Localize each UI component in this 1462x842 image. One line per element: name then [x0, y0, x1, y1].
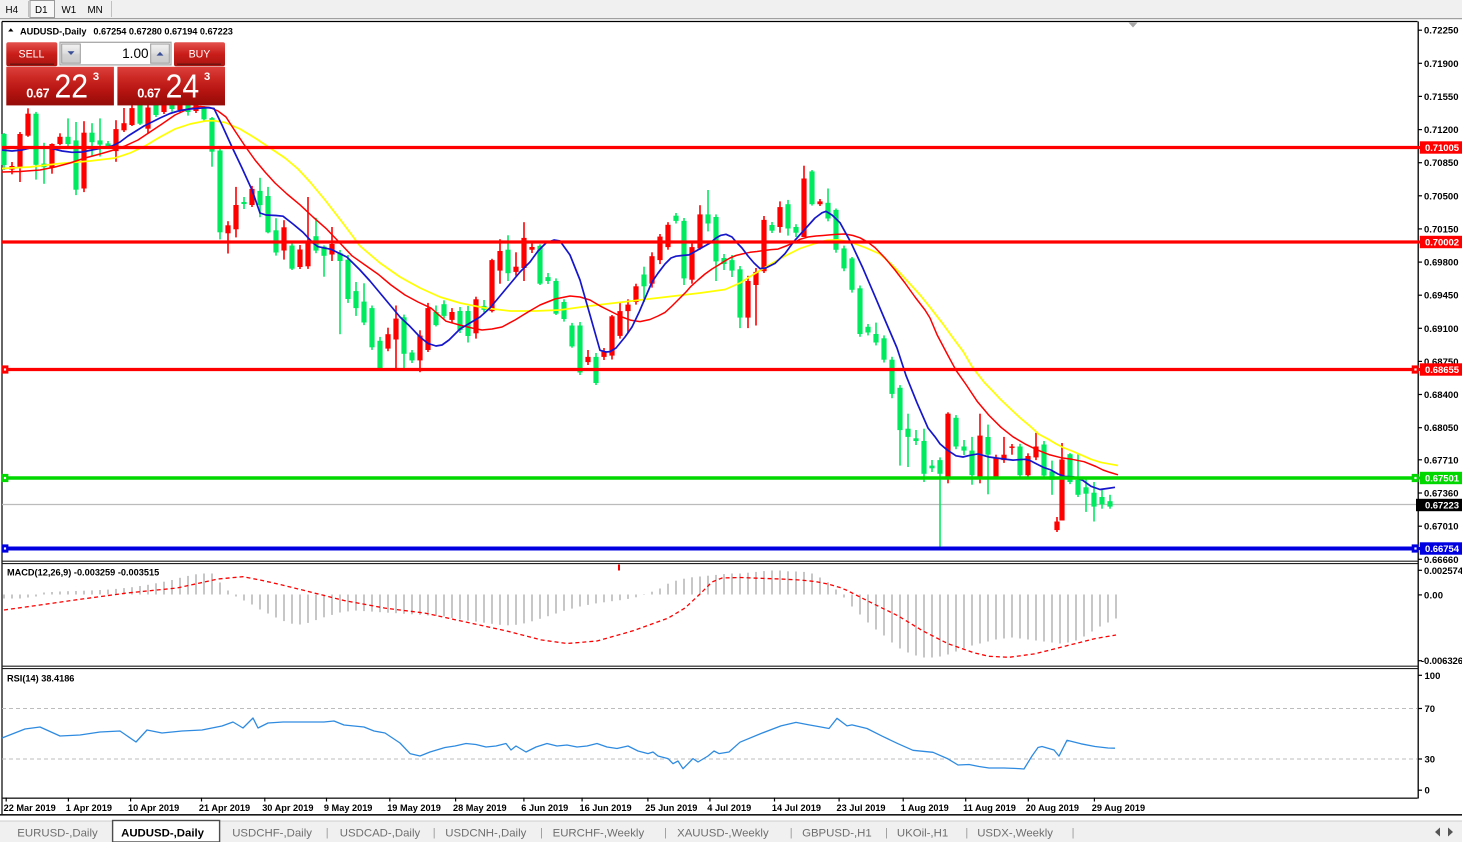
svg-text:28 May 2019: 28 May 2019 — [453, 803, 507, 813]
svg-text:22 Mar 2019: 22 Mar 2019 — [4, 803, 56, 813]
svg-text:AUDUSD-,Daily: AUDUSD-,Daily — [20, 26, 87, 36]
svg-text:1 Aug 2019: 1 Aug 2019 — [901, 803, 949, 813]
svg-text:0.66660: 0.66660 — [1424, 555, 1459, 566]
svg-text:23 Jul 2019: 23 Jul 2019 — [837, 803, 886, 813]
svg-text:3: 3 — [93, 71, 99, 83]
svg-text:0.66754: 0.66754 — [1425, 544, 1460, 555]
svg-text:|: | — [664, 827, 667, 839]
svg-text:USDCAD-,Daily: USDCAD-,Daily — [340, 827, 421, 839]
svg-text:0.69800: 0.69800 — [1424, 258, 1459, 269]
svg-text:RSI(14) 38.4186: RSI(14) 38.4186 — [7, 674, 74, 684]
svg-text:MACD(12,26,9) -0.003259 -0.003: MACD(12,26,9) -0.003259 -0.003515 — [7, 568, 159, 578]
svg-text:0.68750: 0.68750 — [1424, 357, 1459, 368]
svg-text:EURUSD-,Daily: EURUSD-,Daily — [17, 827, 98, 839]
svg-text:0.68050: 0.68050 — [1424, 423, 1459, 434]
svg-text:|: | — [1072, 827, 1075, 839]
svg-text:0.67360: 0.67360 — [1424, 489, 1459, 500]
svg-text:1 Apr 2019: 1 Apr 2019 — [66, 803, 112, 813]
svg-text:AUDUSD-,Daily: AUDUSD-,Daily — [121, 827, 205, 839]
svg-text:|: | — [885, 827, 888, 839]
svg-text:25 Jun 2019: 25 Jun 2019 — [645, 803, 697, 813]
svg-text:-0.006326: -0.006326 — [1421, 656, 1462, 667]
svg-text:1.00: 1.00 — [122, 46, 149, 61]
svg-text:USDCHF-,Daily: USDCHF-,Daily — [232, 827, 312, 839]
svg-text:0.68655: 0.68655 — [1425, 365, 1460, 376]
svg-text:XAUUSD-,Weekly: XAUUSD-,Weekly — [677, 827, 769, 839]
svg-text:0.71005: 0.71005 — [1425, 143, 1460, 154]
svg-text:0.002574: 0.002574 — [1424, 566, 1462, 577]
svg-text:0.67254 0.67280 0.67194 0.6722: 0.67254 0.67280 0.67194 0.67223 — [93, 26, 233, 36]
svg-text:D1: D1 — [35, 5, 48, 16]
svg-text:0.71200: 0.71200 — [1424, 125, 1459, 136]
svg-text:30 Apr 2019: 30 Apr 2019 — [262, 803, 313, 813]
svg-text:16 Jun 2019: 16 Jun 2019 — [580, 803, 632, 813]
svg-text:0.67710: 0.67710 — [1424, 455, 1459, 466]
svg-text:USDX-,Weekly: USDX-,Weekly — [977, 827, 1053, 839]
svg-text:0.70850: 0.70850 — [1424, 158, 1459, 169]
svg-text:0.67501: 0.67501 — [1425, 474, 1460, 485]
svg-text:0.72250: 0.72250 — [1424, 26, 1459, 37]
svg-text:0: 0 — [1425, 786, 1430, 797]
svg-text:0.70150: 0.70150 — [1424, 224, 1459, 235]
svg-text:21 Apr 2019: 21 Apr 2019 — [199, 803, 250, 813]
svg-text:30: 30 — [1425, 755, 1436, 766]
svg-text:USDCNH-,Daily: USDCNH-,Daily — [445, 827, 526, 839]
svg-text:9 May 2019: 9 May 2019 — [324, 803, 373, 813]
svg-text:29 Aug 2019: 29 Aug 2019 — [1092, 803, 1145, 813]
svg-text:11 Aug 2019: 11 Aug 2019 — [963, 803, 1016, 813]
svg-text:W1: W1 — [62, 5, 77, 16]
svg-text:0.69450: 0.69450 — [1424, 291, 1459, 302]
svg-text:100: 100 — [1425, 671, 1441, 682]
svg-text:BUY: BUY — [189, 49, 211, 61]
svg-text:|: | — [790, 827, 793, 839]
svg-text:|: | — [326, 827, 329, 839]
svg-text:SELL: SELL — [19, 49, 45, 61]
svg-text:3: 3 — [204, 71, 210, 83]
svg-text:0.70500: 0.70500 — [1424, 191, 1459, 202]
svg-text:22: 22 — [55, 68, 89, 105]
svg-text:0.67: 0.67 — [137, 85, 160, 100]
svg-text:GBPUSD-,H1: GBPUSD-,H1 — [802, 827, 872, 839]
svg-text:0.67: 0.67 — [26, 85, 49, 100]
svg-text:0.67223: 0.67223 — [1425, 501, 1459, 512]
svg-text:20 Aug 2019: 20 Aug 2019 — [1026, 803, 1079, 813]
svg-text:|: | — [965, 827, 968, 839]
svg-text:0.71550: 0.71550 — [1424, 92, 1459, 103]
svg-text:0.00: 0.00 — [1424, 590, 1443, 601]
svg-text:MN: MN — [88, 5, 103, 16]
svg-text:4 Jul 2019: 4 Jul 2019 — [707, 803, 751, 813]
svg-text:|: | — [540, 827, 543, 839]
svg-text:H4: H4 — [6, 5, 19, 16]
svg-text:0.68400: 0.68400 — [1424, 390, 1459, 401]
svg-text:19 May 2019: 19 May 2019 — [387, 803, 441, 813]
svg-text:0.67010: 0.67010 — [1424, 522, 1459, 533]
svg-text:10 Apr 2019: 10 Apr 2019 — [128, 803, 179, 813]
svg-text:24: 24 — [166, 68, 200, 105]
svg-text:6 Jun 2019: 6 Jun 2019 — [521, 803, 568, 813]
svg-text:70: 70 — [1425, 704, 1436, 715]
svg-text:0.70002: 0.70002 — [1425, 238, 1459, 249]
svg-text:|: | — [433, 827, 436, 839]
svg-text:EURCHF-,Weekly: EURCHF-,Weekly — [553, 827, 645, 839]
svg-text:0.69100: 0.69100 — [1424, 324, 1459, 335]
svg-text:14 Jul 2019: 14 Jul 2019 — [772, 803, 821, 813]
svg-text:0.71900: 0.71900 — [1424, 59, 1459, 70]
svg-text:UKOil-,H1: UKOil-,H1 — [897, 827, 948, 839]
